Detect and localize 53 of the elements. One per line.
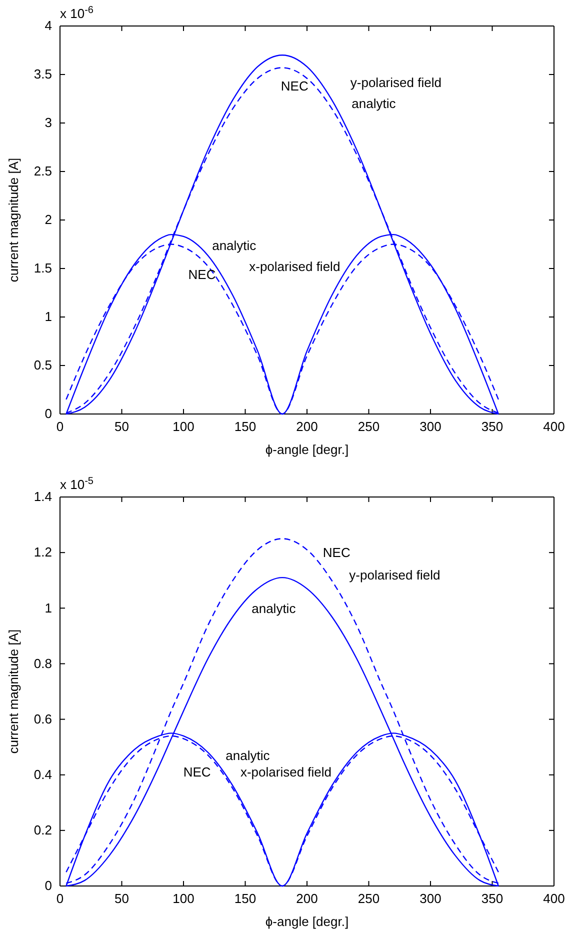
x-tick-label: 250 <box>358 891 380 906</box>
x-tick-label: 300 <box>420 891 442 906</box>
y-axis-title: current magnitude [A] <box>6 629 21 754</box>
y-axis-title: current magnitude [A] <box>6 158 21 282</box>
x-tick-label: 150 <box>234 419 256 434</box>
text: x 10$^{-6}$ <box>60 4 94 21</box>
annotation: analytic <box>252 600 296 616</box>
annotation: y-polarised field <box>350 74 442 90</box>
x-tick-label: 100 <box>172 891 194 906</box>
y-tick-label: 1 <box>44 600 52 616</box>
y-tick-label: 1 <box>44 309 52 324</box>
x-tick-label: 350 <box>481 419 504 434</box>
y-tick-label: 2.5 <box>34 164 52 179</box>
y-tick-label: 0.4 <box>34 767 52 782</box>
x-tick-label: 100 <box>172 419 194 434</box>
annotation: NEC <box>183 764 211 780</box>
y-tick-label: 1.5 <box>34 260 52 276</box>
annotation: analytic <box>212 238 257 253</box>
annotation: y-polarised field <box>349 567 440 582</box>
x-tick-label: 0 <box>56 891 64 906</box>
x-tick-label: 50 <box>114 419 129 434</box>
y-tick-label: 0.2 <box>34 822 52 838</box>
x-axis-title: ϕ-angle [degr.] <box>265 914 349 929</box>
annotation: NEC <box>322 545 350 560</box>
y-tick-label: 1.4 <box>34 489 52 504</box>
annotation: x-polarised field <box>249 259 340 274</box>
x-tick-label: 50 <box>114 891 129 906</box>
y-tick-label: 0.5 <box>34 358 52 373</box>
annotation: analytic <box>352 96 396 112</box>
y-tick-label: 1.2 <box>34 544 52 560</box>
x-tick-label: 300 <box>420 419 442 434</box>
x-tick-label: 400 <box>543 419 565 434</box>
x-tick-label: 250 <box>358 419 380 434</box>
y-tick-label: 4 <box>44 18 52 34</box>
x-axis-title: ϕ-angle [degr.] <box>265 442 349 457</box>
annotation: NEC <box>188 266 216 282</box>
annotation: x-polarised field <box>240 764 332 780</box>
y-tick-label: 0 <box>44 878 52 894</box>
x-tick-label: 350 <box>481 891 504 906</box>
y-tick-label: 3.5 <box>34 66 52 82</box>
y-tick-label: 0.8 <box>34 656 52 671</box>
annotation: analytic <box>226 748 270 763</box>
x-tick-label: 200 <box>296 891 318 906</box>
y-tick-label: 0 <box>44 406 52 422</box>
text: x 10$^{-5}$ <box>60 476 94 492</box>
x-tick-label: 150 <box>234 891 256 906</box>
y-tick-label: 0.6 <box>34 711 52 726</box>
x-tick-label: 0 <box>56 419 64 434</box>
annotation: NEC <box>280 78 308 94</box>
y-tick-label: 2 <box>44 212 52 228</box>
x-tick-label: 200 <box>296 419 318 434</box>
y-tick-label: 3 <box>44 115 52 130</box>
x-tick-label: 400 <box>543 891 565 906</box>
